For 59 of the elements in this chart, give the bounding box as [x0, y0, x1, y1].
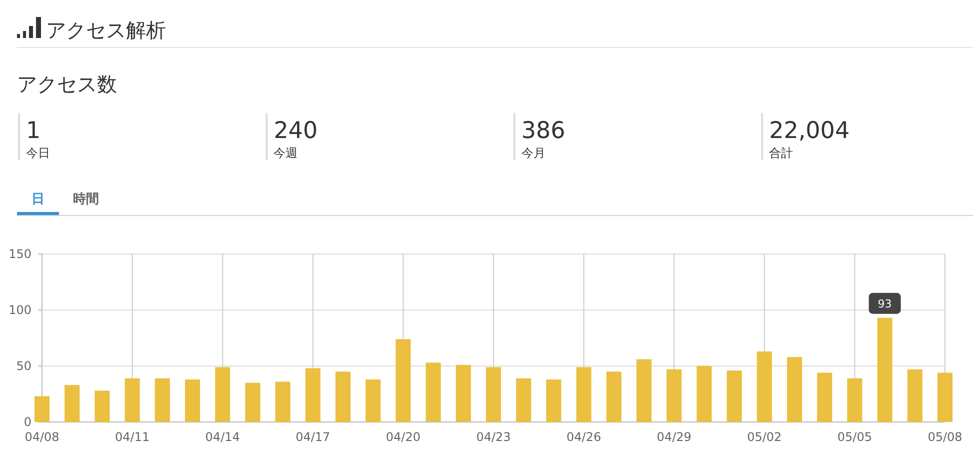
text: 時間 [73, 192, 99, 207]
bar [396, 339, 411, 422]
y-tick-label: 100 [8, 303, 32, 317]
bar [335, 372, 351, 422]
category-label: 今週 [274, 146, 298, 160]
bar [546, 379, 562, 422]
x-tick-label: 05/05 [837, 430, 872, 444]
bar [64, 385, 80, 422]
bar [154, 378, 170, 422]
bar [215, 367, 230, 422]
bar [305, 368, 320, 422]
x-tick-label: 04/11 [115, 430, 150, 444]
x-tick-label: 04/08 [24, 430, 60, 444]
x-tick-label: 04/17 [296, 430, 330, 444]
data-label: 93 [878, 297, 892, 310]
data-label: 386 [521, 118, 566, 144]
text: アクセス解析 [46, 18, 166, 42]
bar [666, 369, 682, 422]
bar [124, 378, 140, 422]
category-label: 今日 [26, 146, 50, 160]
bar [847, 378, 862, 422]
x-tick-label: 05/08 [928, 430, 962, 444]
bar [516, 378, 532, 422]
category-label: 今月 [521, 146, 546, 160]
bar [606, 372, 622, 422]
bar [456, 364, 471, 422]
bar [275, 382, 290, 422]
bar [636, 359, 652, 422]
bar [576, 367, 592, 422]
bar [245, 382, 260, 422]
x-tick-label: 04/26 [566, 430, 602, 444]
bar [94, 390, 110, 422]
bar [817, 372, 832, 422]
bar [937, 372, 953, 422]
bar [426, 362, 441, 422]
y-tick-label: 0 [24, 415, 32, 429]
bar [34, 396, 50, 422]
bar [366, 379, 381, 422]
y-tick-label: 150 [8, 247, 32, 261]
bar [786, 357, 802, 422]
bar [486, 367, 502, 422]
y-tick-label: 50 [16, 359, 32, 373]
x-tick-label: 05/02 [747, 430, 782, 444]
text: 日 [32, 192, 44, 207]
bar [696, 366, 712, 422]
data-label: 1 [26, 118, 41, 144]
bar [756, 351, 772, 422]
x-tick-label: 04/23 [476, 430, 511, 444]
category-label: 合計 [769, 146, 794, 160]
bar [877, 318, 892, 422]
x-tick-label: 04/29 [656, 430, 692, 444]
text: アクセス数 [17, 72, 117, 96]
data-label: 240 [274, 118, 318, 144]
x-tick-label: 04/14 [205, 430, 240, 444]
x-tick-label: 04/20 [386, 430, 420, 444]
bar [726, 370, 742, 422]
bar [184, 379, 200, 422]
bar [907, 369, 922, 422]
data-label: 22,004 [769, 118, 850, 144]
